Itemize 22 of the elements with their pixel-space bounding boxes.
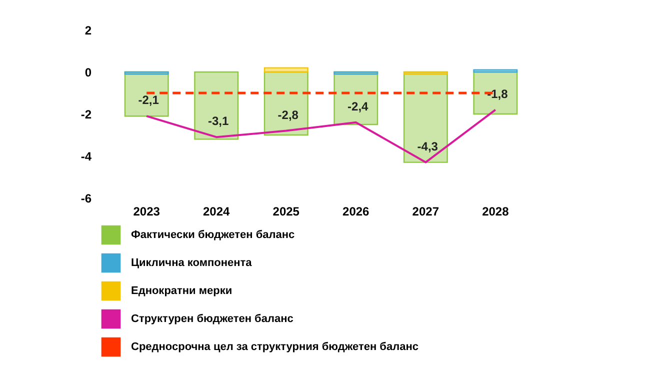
y-tick-label: 2 bbox=[84, 24, 92, 38]
x-tick-label: 2024 bbox=[202, 204, 230, 218]
legend-label: Фактически бюджетен баланс bbox=[131, 229, 295, 241]
legend-label: Циклична компонента bbox=[131, 257, 253, 269]
data-label: -1,8 bbox=[487, 86, 508, 101]
data-label: -3,1 bbox=[208, 114, 230, 128]
data-label: -4,3 bbox=[417, 139, 438, 154]
data-label: -2,8 bbox=[278, 108, 299, 122]
x-tick-label: 2028 bbox=[482, 204, 510, 218]
x-tick-label: 2026 bbox=[342, 204, 370, 218]
x-tick-label: 2027 bbox=[412, 204, 440, 218]
data-label: -2,1 bbox=[138, 93, 160, 108]
y-tick-label: -4 bbox=[80, 150, 92, 164]
y-tick-label: -6 bbox=[80, 192, 92, 206]
x-tick-label: 2023 bbox=[133, 204, 160, 218]
legend-label: Средносрочна цел за структурния бюджетен баланс bbox=[131, 341, 418, 353]
y-tick-label: -2 bbox=[80, 108, 92, 122]
data-label: -2,4 bbox=[348, 99, 369, 114]
legend-label: Еднократни мерки bbox=[131, 285, 232, 297]
x-tick-label: 2025 bbox=[272, 204, 300, 218]
y-tick-label: 0 bbox=[84, 66, 92, 80]
legend-label: Структурен бюджетен баланс bbox=[131, 313, 294, 325]
